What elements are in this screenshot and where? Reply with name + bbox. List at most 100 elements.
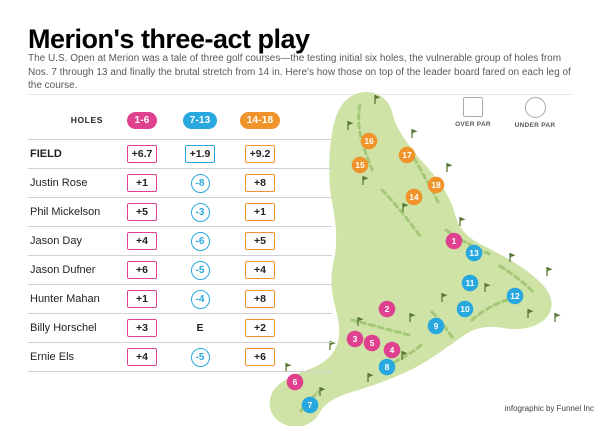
- intro-text: The U.S. Open at Merion was a tale of th…: [28, 53, 571, 91]
- hole-marker: 11: [461, 274, 479, 292]
- svg-text:8: 8: [385, 362, 390, 372]
- hole-marker: 15: [351, 156, 369, 174]
- score-value: -3: [190, 202, 210, 222]
- flag-icon: [357, 317, 364, 326]
- svg-text:18: 18: [431, 180, 441, 190]
- table-row: Jason Dufner +6 -5 +4: [28, 255, 332, 284]
- hole-marker: 7: [301, 396, 319, 414]
- player-name: Billy Horschel: [30, 322, 97, 334]
- holes-label: HOLES: [70, 115, 103, 125]
- svg-text:16: 16: [364, 136, 374, 146]
- score-value: +3: [127, 319, 157, 337]
- score-value: +5: [127, 203, 157, 221]
- table-header: HOLES 1-6 7-13 14-18: [28, 101, 332, 139]
- hole-marker: 2: [378, 300, 396, 318]
- hole-marker: 4: [383, 341, 401, 359]
- page-title: Merion's three-act play: [28, 24, 310, 55]
- score-value: +8: [245, 174, 275, 192]
- hole-marker: 5: [363, 334, 381, 352]
- legend-over-par: OVER PAR: [450, 97, 496, 129]
- hole-marker: 9: [427, 317, 445, 335]
- over-par-square-icon: [463, 97, 483, 117]
- svg-text:1: 1: [452, 236, 457, 246]
- svg-text:15: 15: [355, 160, 365, 170]
- score-value: +8: [245, 290, 275, 308]
- player-name: Justin Rose: [30, 177, 88, 189]
- svg-text:14: 14: [409, 192, 419, 202]
- flag-icon: [546, 267, 553, 276]
- flag-icon: [285, 363, 292, 372]
- svg-text:10: 10: [460, 304, 470, 314]
- flag-icon: [402, 203, 409, 212]
- hole-marker: 18: [427, 176, 445, 194]
- flag-icon: [446, 163, 453, 172]
- score-value: +6: [245, 348, 275, 366]
- table-row: Billy Horschel +3 E +2: [28, 313, 332, 342]
- flag-icon: [319, 387, 326, 396]
- svg-text:4: 4: [390, 345, 395, 355]
- table-row: Ernie Els +4 -5 +6: [28, 342, 332, 372]
- table-row: FIELD +6.7 +1.9 +9.2: [28, 139, 332, 168]
- hole-marker: 17: [398, 146, 416, 164]
- svg-text:17: 17: [402, 150, 412, 160]
- player-name: FIELD: [30, 148, 62, 160]
- flag-icon: [527, 309, 534, 318]
- score-value: +1: [127, 174, 157, 192]
- flag-icon: [367, 373, 374, 382]
- hole-marker: 14: [405, 188, 423, 206]
- svg-text:11: 11: [466, 278, 475, 288]
- score-value: +4: [127, 348, 157, 366]
- score-value: +9.2: [244, 145, 276, 163]
- course-map: 16 17 15 18 14 1 13 11 12 2 10 9 3 5 4 8 6 7: [260, 90, 598, 427]
- divider: [28, 94, 572, 95]
- player-name: Jason Day: [30, 235, 82, 247]
- flag-icon: [401, 351, 408, 360]
- hole-marker: 10: [456, 300, 474, 318]
- player-name: Phil Mickelson: [30, 206, 101, 218]
- credit-text: infographic by Funnel Inc: [504, 404, 594, 413]
- player-name: Jason Dufner: [30, 264, 96, 276]
- score-value: +1: [245, 203, 275, 221]
- course-shape: [269, 92, 552, 427]
- table-row: Phil Mickelson +5 -3 +1: [28, 197, 332, 226]
- table-row: Justin Rose +1 -8 +8: [28, 168, 332, 197]
- score-value: +4: [127, 232, 157, 250]
- hole-marker: 8: [378, 358, 396, 376]
- svg-text:12: 12: [510, 291, 520, 301]
- leaderboard-table: HOLES 1-6 7-13 14-18 FIELD +6.7 +1.9 +9.…: [28, 101, 332, 372]
- holes-7-13-pill: 7-13: [182, 111, 218, 129]
- score-value: +1.9: [184, 145, 216, 163]
- score-value: -6: [190, 231, 210, 251]
- score-value: +6: [127, 261, 157, 279]
- player-name: Ernie Els: [30, 351, 75, 363]
- flag-icon: [554, 313, 561, 322]
- hole-marker: 3: [346, 330, 364, 348]
- flag-icon: [484, 283, 491, 292]
- flag-icon: [409, 313, 416, 322]
- score-value: E: [196, 322, 204, 334]
- flag-icon: [509, 253, 516, 262]
- flag-icon: [411, 129, 418, 138]
- score-value: +2: [245, 319, 275, 337]
- score-value: -5: [190, 347, 210, 367]
- flag-icon: [441, 293, 448, 302]
- legend-under-par: UNDER PAR: [512, 97, 558, 129]
- under-par-label: UNDER PAR: [514, 122, 556, 129]
- score-value: +6.7: [126, 145, 158, 163]
- flag-icon: [347, 121, 354, 130]
- score-value: -5: [190, 260, 210, 280]
- svg-text:2: 2: [385, 304, 390, 314]
- flag-icon: [459, 217, 466, 226]
- flag-icon: [362, 176, 369, 185]
- legend: OVER PAR UNDER PAR: [450, 97, 558, 129]
- svg-text:3: 3: [353, 334, 358, 344]
- svg-text:9: 9: [434, 321, 439, 331]
- table-row: Hunter Mahan +1 -4 +8: [28, 284, 332, 313]
- player-name: Hunter Mahan: [30, 293, 100, 305]
- holes-1-6-pill: 1-6: [127, 111, 157, 129]
- course-map-svg: 16 17 15 18 14 1 13 11 12 2 10 9 3 5 48 6 7: [269, 92, 561, 427]
- svg-text:13: 13: [469, 248, 479, 258]
- score-value: -4: [190, 289, 210, 309]
- hole-marker: 13: [465, 244, 483, 262]
- score-value: -8: [190, 173, 210, 193]
